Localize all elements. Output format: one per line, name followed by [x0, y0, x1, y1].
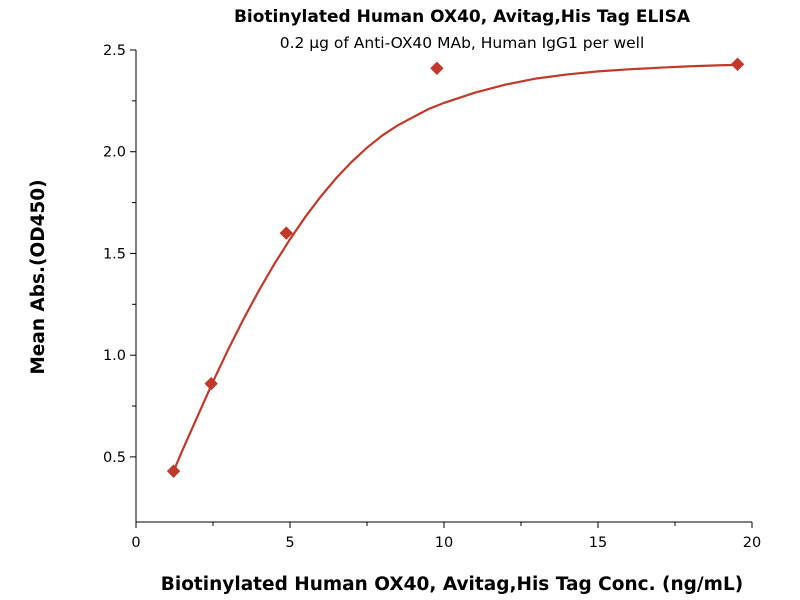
- data-point-marker: [166, 464, 181, 478]
- x-tick-label: 5: [285, 535, 294, 551]
- data-point-marker: [279, 226, 294, 240]
- x-tick-label: 20: [743, 535, 761, 551]
- data-point-marker: [730, 57, 745, 71]
- y-tick-label: 2.0: [103, 145, 126, 161]
- chart-title: Biotinylated Human OX40, Avitag,His Tag …: [234, 7, 691, 27]
- fit-curve: [172, 63, 738, 472]
- x-tick-label: 10: [435, 535, 453, 551]
- data-point-marker: [430, 61, 444, 76]
- x-tick-label: 0: [131, 535, 140, 551]
- x-tick-label: 15: [589, 535, 607, 551]
- y-tick-label: 0.5: [103, 450, 126, 466]
- y-tick-label: 1.0: [103, 348, 126, 364]
- x-axis-ticks: 0 5 10 15 20: [131, 522, 761, 551]
- chart-subtitle: 0.2 μg of Anti-OX40 MAb, Human IgG1 per …: [280, 34, 645, 52]
- y-tick-label: 2.5: [103, 43, 126, 59]
- y-axis-ticks: 0.5 1.0 1.5 2.0 2.5: [103, 43, 136, 466]
- y-tick-label: 1.5: [103, 246, 126, 262]
- x-axis-label: Biotinylated Human OX40, Avitag,His Tag …: [161, 574, 743, 595]
- y-axis-label: Mean Abs.(OD450): [28, 179, 49, 374]
- data-points: [166, 57, 745, 478]
- data-point-marker: [204, 376, 218, 391]
